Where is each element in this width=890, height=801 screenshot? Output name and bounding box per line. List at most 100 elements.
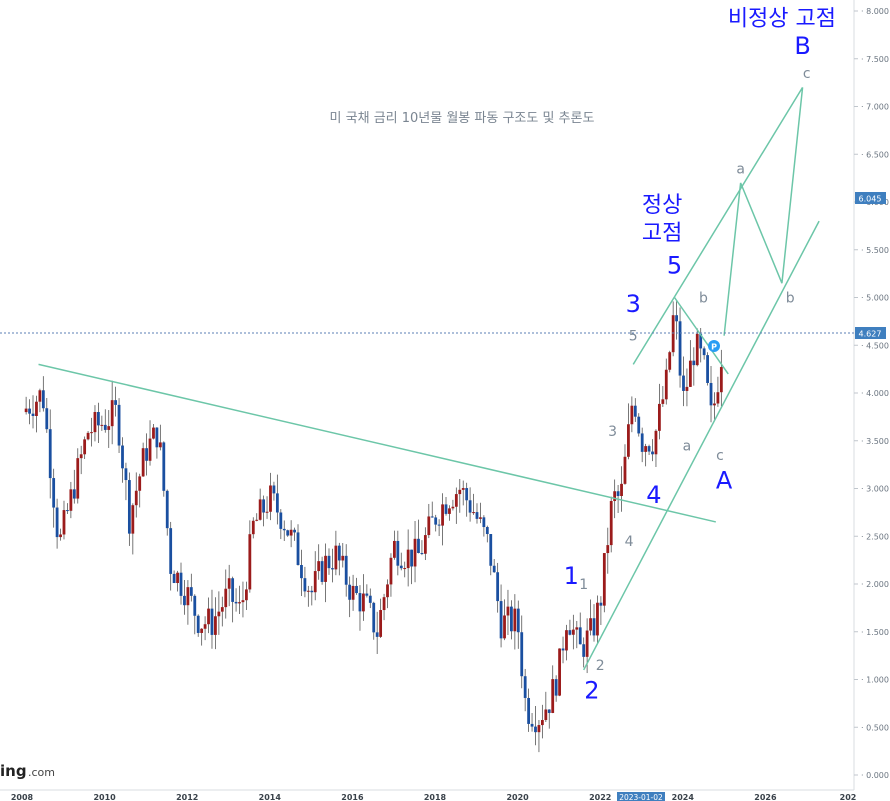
x-tick-label: 2018	[424, 793, 447, 801]
candle-body	[540, 720, 544, 726]
candle-body	[217, 611, 221, 617]
candle-body	[382, 597, 386, 611]
candle-body	[148, 438, 152, 461]
price-tag-4627: 4.627	[855, 327, 886, 339]
candle-body	[647, 446, 651, 452]
candle-body	[633, 405, 637, 417]
candle-body	[72, 489, 76, 499]
candle-body	[578, 627, 582, 645]
x-tick-label: 2024	[672, 793, 695, 801]
candle-body	[640, 433, 644, 452]
candle-body	[410, 549, 413, 567]
candle-body	[547, 709, 551, 713]
candle-body	[324, 555, 327, 582]
candle-body	[678, 321, 682, 376]
candle-body	[496, 572, 500, 602]
candle-body	[313, 571, 317, 593]
y-tick-label: · 8.000	[861, 7, 889, 16]
candle-body	[348, 584, 352, 600]
y-tick-label: · 1.500	[861, 628, 889, 637]
candle-body	[41, 390, 45, 409]
candle-body	[403, 568, 407, 570]
candle-body	[375, 632, 379, 637]
candle-body	[668, 352, 672, 370]
candle-body	[623, 456, 627, 484]
candle-body	[176, 572, 179, 584]
candle-body	[296, 532, 300, 565]
candle-body	[275, 493, 279, 513]
time-axis: 2008 2010 2012 2014 2016 2018 2020 2022 2024 2026…	[0, 789, 856, 801]
candle-body	[121, 445, 124, 469]
candle-body	[131, 505, 135, 534]
candle-body	[241, 600, 245, 603]
candle-body	[472, 512, 475, 514]
candle-body	[155, 427, 159, 448]
candle-body	[448, 508, 451, 514]
candle-body	[420, 553, 424, 555]
wave-label: 4	[646, 481, 661, 509]
candle-body	[685, 386, 689, 391]
candle-body	[145, 448, 148, 461]
candle-body	[451, 506, 455, 509]
candle-body	[293, 529, 296, 533]
y-tick-label: · 3.000	[861, 485, 889, 494]
candle-body	[719, 367, 723, 393]
candle-body	[48, 429, 52, 479]
y-tick-label: · 5.500	[861, 246, 889, 255]
candle-body	[695, 333, 699, 366]
trend-line-long-downtrend	[38, 363, 717, 523]
candle-body	[582, 644, 586, 657]
wave-label: A	[716, 467, 733, 495]
candle-body	[454, 494, 458, 507]
candle-body	[114, 400, 118, 405]
candle-body	[716, 392, 720, 404]
candle-body	[200, 628, 204, 633]
candle-body	[675, 315, 679, 322]
wave-label: b	[786, 290, 795, 306]
candle-body	[289, 529, 293, 536]
candle-body	[134, 490, 138, 506]
candle-body	[513, 608, 517, 632]
candle-body	[355, 585, 358, 594]
candle-body	[427, 516, 431, 536]
candle-body	[489, 534, 493, 566]
candle-body	[52, 478, 56, 508]
candle-body	[306, 590, 310, 592]
wave-label: 4	[625, 534, 634, 550]
candle-body	[76, 458, 80, 499]
p-marker-icon[interactable]: P	[708, 340, 720, 352]
candle-body	[38, 390, 42, 402]
candle-body	[127, 480, 131, 534]
candle-body	[210, 608, 214, 635]
candle-body	[265, 511, 269, 513]
chart-title: 미 국채 금리 10년물 월봉 파동 구조도 및 추론도	[330, 111, 595, 126]
candle-body	[441, 504, 444, 526]
candle-body	[169, 528, 173, 574]
candle-body	[358, 593, 362, 612]
candle-body	[59, 534, 62, 538]
candle-body	[585, 630, 589, 657]
candle-body	[399, 565, 403, 569]
candle-body	[616, 491, 620, 496]
candle-body	[692, 360, 696, 366]
candle-body	[100, 424, 104, 426]
candle-body	[565, 630, 568, 651]
candle-body	[45, 408, 49, 430]
svg-text:4.627: 4.627	[859, 330, 882, 339]
candle-body	[141, 448, 145, 477]
candle-body	[193, 595, 197, 616]
candle-body	[162, 442, 166, 491]
projection-path	[723, 87, 804, 336]
candle-body	[103, 424, 107, 430]
candle-body	[269, 485, 272, 512]
candle-body	[286, 530, 290, 536]
candle-body	[214, 616, 217, 635]
candle-body	[97, 412, 100, 426]
candle-body	[589, 618, 592, 631]
candle-body	[107, 426, 111, 430]
candle-body	[516, 608, 520, 633]
candle-body	[503, 615, 506, 639]
candle-body	[434, 517, 438, 525]
